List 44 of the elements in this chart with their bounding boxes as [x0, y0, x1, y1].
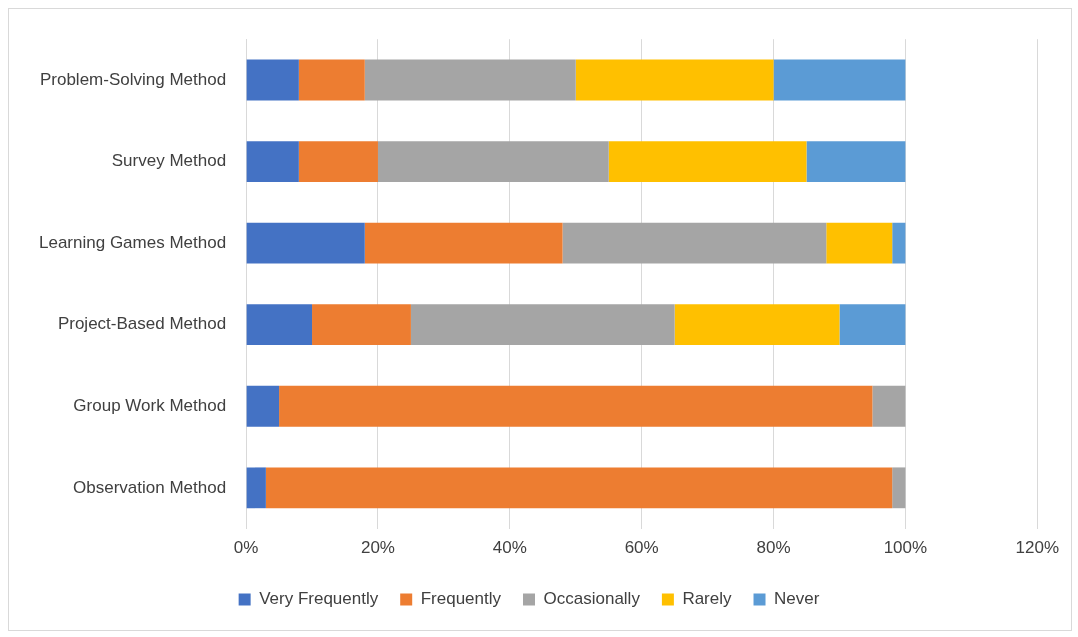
bar [298, 141, 378, 182]
bar [562, 222, 827, 264]
bar [312, 304, 411, 346]
x-tick-label: 100% [883, 538, 928, 558]
bar [364, 222, 563, 264]
y-tick-label: Survey Method [111, 151, 227, 171]
bar [892, 222, 906, 264]
legend-label: Never [774, 589, 820, 609]
legend-label: Occasionally [543, 589, 641, 609]
bar [826, 222, 893, 264]
legend-label: Rarely [682, 589, 733, 609]
x-tick-label: 80% [756, 538, 791, 558]
bar [279, 385, 873, 427]
bar [246, 304, 313, 346]
y-tick-label: Problem-Solving Method [39, 69, 227, 89]
bar [674, 304, 840, 346]
bar [377, 141, 609, 182]
bar [246, 141, 299, 182]
x-tick-label: 0% [233, 538, 259, 558]
bar [773, 59, 906, 101]
bar [839, 304, 906, 346]
bar [246, 59, 299, 101]
y-tick-label: Observation Method [73, 477, 227, 497]
x-tick-label: 40% [492, 538, 527, 558]
x-tick-label: 120% [1015, 538, 1059, 558]
y-tick-label: Project-Based Method [57, 314, 227, 334]
bar [246, 222, 365, 264]
y-tick-label: Group Work Method [73, 395, 227, 415]
bar [608, 141, 807, 182]
bar [872, 385, 906, 427]
bar [410, 304, 675, 346]
bar [364, 59, 576, 101]
bar [806, 141, 906, 182]
legend-label: Very Frequently [259, 589, 379, 609]
bar [892, 467, 906, 509]
x-tick-label: 20% [360, 538, 395, 558]
y-tick-label: Learning Games Method [39, 232, 227, 252]
x-tick-label: 60% [624, 538, 659, 558]
bar [298, 59, 365, 101]
bar [246, 385, 280, 427]
legend-label: Frequently [420, 589, 502, 609]
bar [265, 467, 893, 509]
bar [246, 467, 266, 509]
bar [575, 59, 774, 101]
